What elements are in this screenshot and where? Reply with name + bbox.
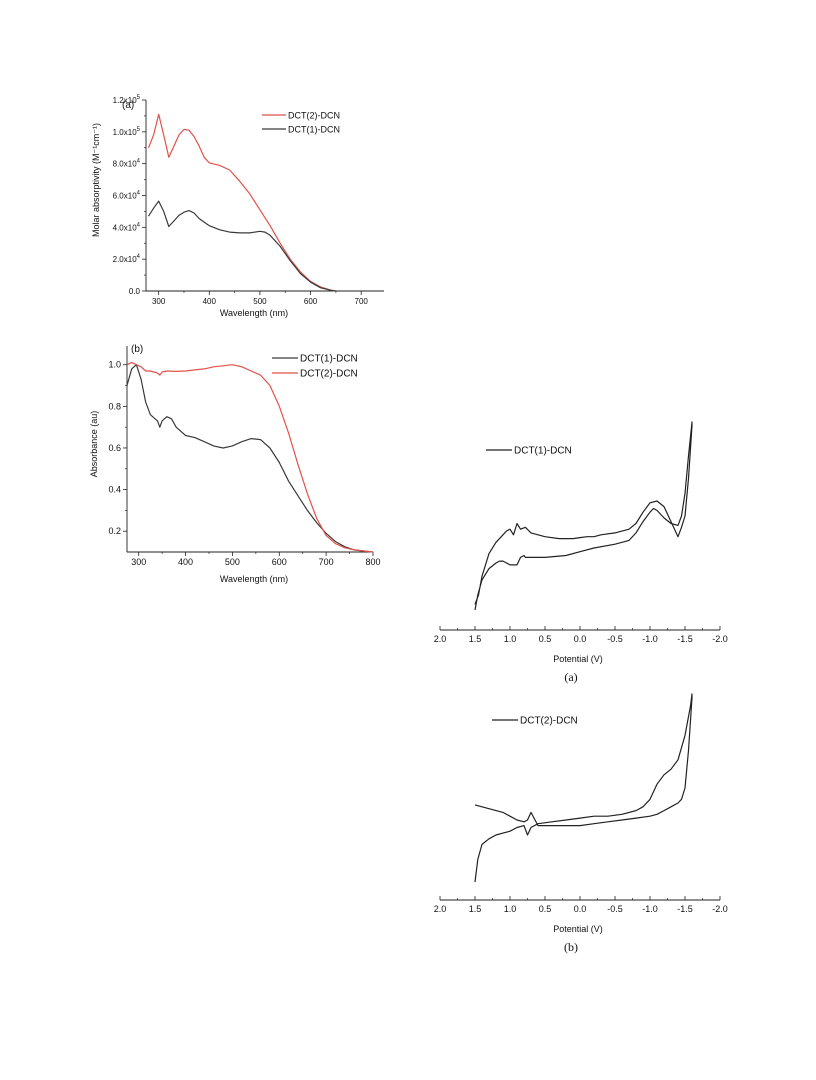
- plot-area: 2.0 1.5 1.0 0.5 0.0 -0.5 -1.0 -1.5 -2.0 DCT(1)-DC…: [434, 421, 728, 644]
- x-tick-label: -2.0: [712, 634, 728, 644]
- x-tick-label: 2.0: [434, 634, 447, 644]
- uv-vis-molar-absorptivity-chart: 300 400 500 600 700 0.0 2.0x104 4.0x104 6.0x104 8…: [91, 95, 384, 318]
- plot-area: 300 400 500 600 700 800 0.2 0.4 0.6 0.8 1.0 DCT(1)-…: [108, 346, 381, 567]
- x-tick-label: 1.0: [504, 904, 517, 914]
- y-axis-label: Absorbance (au): [89, 411, 99, 478]
- x-axis-label: Potential (V): [553, 924, 603, 934]
- figure-caption: (b): [564, 940, 578, 954]
- y-tick-label: 1.2x105: [113, 95, 141, 105]
- x-tick-label: 800: [365, 557, 380, 567]
- x-tick-label: 0.0: [574, 904, 587, 914]
- x-tick-label: 1.5: [469, 904, 482, 914]
- x-tick-label: -2.0: [712, 904, 728, 914]
- series-line-dct-1-dcn: [147, 200, 336, 292]
- normalized-absorbance-chart: 300 400 500 600 700 800 0.2 0.4 0.6 0.8 1.0 DCT(1)-…: [89, 344, 381, 584]
- y-axis-label: Molar absorptivity (M⁻¹cm⁻¹): [91, 123, 101, 237]
- x-tick-label: 1.0: [504, 634, 517, 644]
- legend-label: DCT(1)-DCN: [288, 125, 340, 135]
- legend-label: DCT(1)-DCN: [300, 354, 358, 365]
- y-tick-label: 0.0: [129, 287, 141, 296]
- y-tick-label: 0.6: [108, 443, 121, 453]
- x-axis-label: Potential (V): [553, 654, 603, 664]
- y-tick-label: 8.0x104: [113, 159, 141, 169]
- x-tick-label: -0.5: [607, 904, 623, 914]
- x-tick-label: 700: [355, 297, 369, 306]
- x-axis-label: Wavelength (nm): [220, 308, 288, 318]
- x-tick-label: -1.0: [642, 634, 658, 644]
- x-tick-label: 400: [178, 557, 193, 567]
- x-tick-label: 2.0: [434, 904, 447, 914]
- x-tick-label: -1.5: [677, 904, 693, 914]
- y-tick-label: 0.4: [108, 485, 121, 495]
- panel-label: (b): [131, 344, 143, 355]
- cyclic-voltammogram-dct2-chart: 2.0 1.5 1.0 0.5 0.0 -0.5 -1.0 -1.5 -2.0 DCT(2)-DC…: [434, 693, 728, 934]
- legend-label: DCT(2)-DCN: [300, 369, 358, 380]
- legend-label: DCT(2)-DCN: [288, 111, 340, 121]
- x-tick-label: -0.5: [607, 634, 623, 644]
- x-tick-label: 500: [253, 297, 267, 306]
- y-tick-label: 4.0x104: [113, 222, 141, 232]
- y-tick-label: 1.0: [108, 360, 121, 370]
- series-line-dct-2-dcn: [474, 693, 693, 883]
- y-tick-label: 6.0x104: [113, 191, 141, 201]
- legend-label: DCT(2)-DCN: [520, 716, 578, 727]
- x-tick-label: 500: [225, 557, 240, 567]
- x-tick-label: -1.5: [677, 634, 693, 644]
- x-tick-label: 700: [319, 557, 334, 567]
- plot-area: 300 400 500 600 700 0.0 2.0x104 4.0x104 6.0x104 8…: [113, 95, 384, 306]
- x-tick-label: 0.5: [539, 904, 552, 914]
- y-tick-label: 0.8: [108, 401, 121, 411]
- series-line-dct-1-dcn: [126, 364, 374, 553]
- x-tick-label: 0.5: [539, 634, 552, 644]
- y-tick-label: 2.0x104: [113, 254, 141, 264]
- x-tick-label: 600: [272, 557, 287, 567]
- x-tick-label: 600: [304, 297, 318, 306]
- figure-caption: (a): [564, 670, 578, 684]
- x-tick-label: 0.0: [574, 634, 587, 644]
- series-line-dct-2-dcn: [126, 362, 374, 553]
- x-tick-label: 400: [203, 297, 217, 306]
- x-tick-label: 300: [152, 297, 166, 306]
- cyclic-voltammogram-dct1-chart: 2.0 1.5 1.0 0.5 0.0 -0.5 -1.0 -1.5 -2.0 DCT(1)-DC…: [434, 421, 728, 664]
- panel-label: (a): [122, 100, 134, 111]
- y-tick-label: 0.2: [108, 526, 121, 536]
- x-tick-label: 1.5: [469, 634, 482, 644]
- y-tick-label: 1.0x105: [113, 127, 141, 137]
- series-line-dct-2-dcn: [147, 113, 336, 292]
- series-line-dct-1-dcn: [474, 421, 693, 611]
- x-axis-label: Wavelength (nm): [220, 574, 288, 584]
- legend-label: DCT(1)-DCN: [514, 446, 572, 457]
- x-tick-label: 300: [131, 557, 146, 567]
- plot-area: 2.0 1.5 1.0 0.5 0.0 -0.5 -1.0 -1.5 -2.0 DCT(2)-DC…: [434, 693, 728, 914]
- x-tick-label: -1.0: [642, 904, 658, 914]
